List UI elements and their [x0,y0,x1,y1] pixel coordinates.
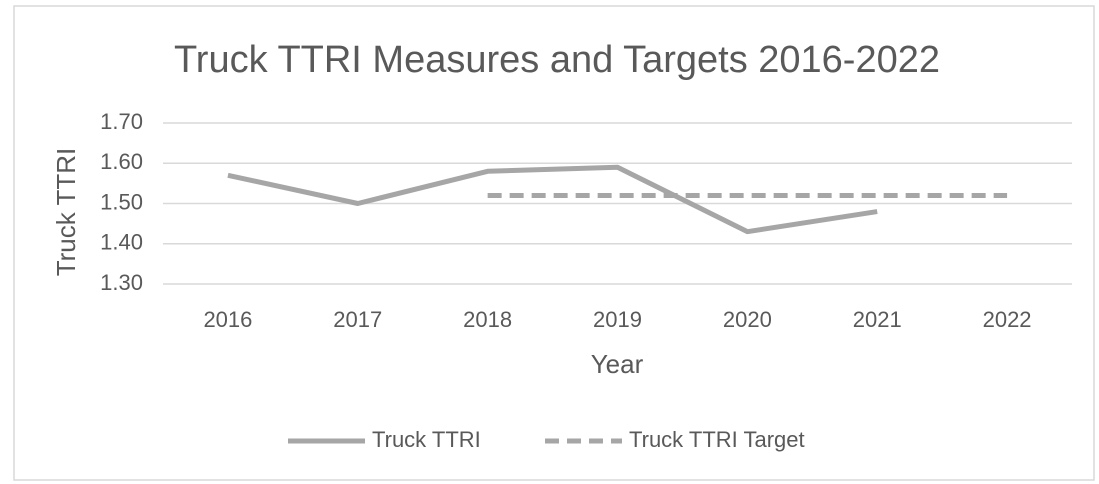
x-tick-label: 2021 [853,307,902,332]
series-line [227,164,878,235]
x-axis-label: Year [591,349,644,379]
x-tick-label: 2018 [463,307,512,332]
y-tick-label: 1.60 [100,149,143,174]
x-tick-label: 2019 [593,307,642,332]
legend-label: Truck TTRI Target [629,427,805,452]
x-tick-label: 2020 [723,307,772,332]
chart-title: Truck TTRI Measures and Targets 2016-202… [174,39,940,81]
x-tick-label: 2016 [203,307,252,332]
legend-label: Truck TTRI [372,427,481,452]
y-tick-label: 1.50 [100,189,143,214]
y-tick-label: 1.40 [100,230,143,255]
y-tick-label: 1.70 [100,109,143,134]
x-tick-label: 2017 [333,307,382,332]
y-tick-label: 1.30 [100,270,143,295]
y-axis-label: Truck TTRI [51,148,81,277]
x-tick-label: 2022 [983,307,1032,332]
